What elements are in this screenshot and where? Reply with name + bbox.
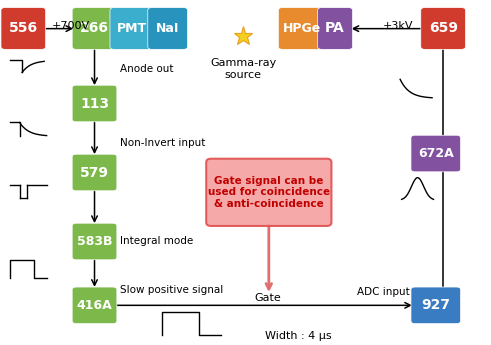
Text: 583B: 583B [77,235,112,248]
Text: 579: 579 [80,166,109,179]
FancyBboxPatch shape [110,8,155,49]
Text: Gamma-ray
source: Gamma-ray source [210,58,276,80]
FancyBboxPatch shape [72,154,117,191]
Text: Slow positive signal: Slow positive signal [120,285,223,295]
Text: Non-Invert input: Non-Invert input [120,138,206,148]
Text: +3kV: +3kV [383,21,413,31]
FancyBboxPatch shape [72,223,117,260]
Text: Gate signal can be
used for coincidence
& anti-coincidence: Gate signal can be used for coincidence … [208,176,330,209]
Text: Width : 4 μs: Width : 4 μs [265,332,332,341]
Text: 113: 113 [80,97,109,110]
FancyBboxPatch shape [148,8,188,49]
Text: 266: 266 [80,21,109,36]
Text: 556: 556 [9,21,38,36]
Text: Gate: Gate [254,294,281,303]
Text: NaI: NaI [156,22,179,35]
FancyBboxPatch shape [72,287,117,324]
FancyBboxPatch shape [411,287,461,324]
Text: 927: 927 [421,298,450,312]
FancyBboxPatch shape [411,135,461,172]
Text: Anode out: Anode out [120,64,174,74]
FancyBboxPatch shape [72,85,117,122]
FancyBboxPatch shape [421,8,465,49]
FancyBboxPatch shape [206,159,331,226]
Text: PA: PA [325,21,345,36]
Text: 416A: 416A [77,299,112,312]
FancyBboxPatch shape [72,8,117,49]
FancyBboxPatch shape [278,8,326,49]
Text: 672A: 672A [418,147,454,160]
Text: Integral mode: Integral mode [120,237,193,246]
Text: +700V: +700V [52,21,90,31]
Text: 659: 659 [429,21,458,36]
Text: HPGe: HPGe [283,22,321,35]
Text: PMT: PMT [117,22,147,35]
FancyBboxPatch shape [1,8,46,49]
FancyBboxPatch shape [318,8,353,49]
Text: ADC input: ADC input [357,287,410,296]
